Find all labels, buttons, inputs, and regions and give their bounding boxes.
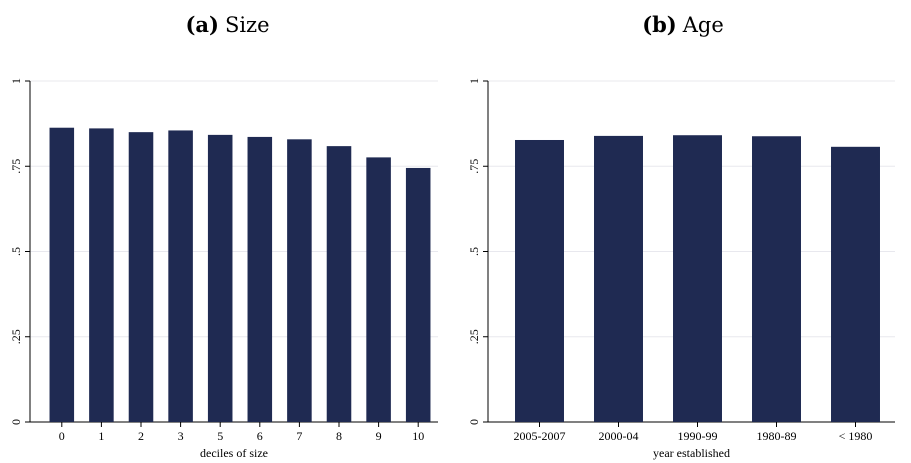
bar	[247, 136, 273, 422]
y-tick-label: 0	[467, 419, 481, 425]
chart-caption: (b) Age	[455, 12, 911, 37]
bar	[405, 167, 431, 422]
x-tick-label: 6	[257, 429, 263, 443]
bar	[366, 157, 391, 422]
bar	[673, 135, 722, 422]
bar	[128, 132, 154, 422]
y-tick-label: 1	[467, 78, 481, 84]
bar	[89, 128, 114, 423]
bar	[594, 135, 643, 422]
panel-size-chart: (a) Size 0.25.5.75 1 0 1 2 3 5 6 7 8 9 10 deciles of …	[0, 0, 455, 463]
y-tick-label: .25	[467, 329, 481, 344]
x-tick-label: 5	[217, 429, 223, 443]
y-tick-label: 0	[9, 419, 23, 425]
x-tick-label: 9	[376, 429, 382, 443]
x-tick-label: < 1980	[839, 429, 873, 443]
x-tick-label: 3	[178, 429, 184, 443]
x-tick-label: 1990-99	[678, 429, 718, 443]
y-tick-label: .5	[9, 247, 23, 256]
x-axis-title: year established	[653, 446, 730, 460]
x-tick-label: 2005-2007	[514, 429, 566, 443]
x-tick-label: 8	[336, 429, 342, 443]
x-tick-label: 2000-04	[599, 429, 639, 443]
y-tick-label: .25	[9, 329, 23, 344]
chart-caption: (a) Size	[0, 12, 455, 37]
y-tick-label: .5	[467, 247, 481, 256]
caption-tag: (a)	[185, 12, 219, 37]
panel-age-chart: (b) Age 0 .25 .5 .75 1 2005-2007 2000-04 1990-99…	[455, 0, 911, 463]
caption-text: Age	[682, 13, 724, 37]
bar	[287, 139, 312, 422]
x-tick-label: 1	[98, 429, 104, 443]
bar	[207, 134, 233, 423]
bar	[515, 139, 564, 423]
bar	[326, 146, 352, 423]
x-tick-label: 0	[59, 429, 65, 443]
y-tick-label: .75	[9, 159, 23, 174]
x-tick-label: 2	[138, 429, 144, 443]
caption-text: Size	[224, 13, 270, 37]
x-tick-label: 1980-89	[757, 429, 797, 443]
bar	[831, 146, 880, 423]
x-axis-title: deciles of size	[200, 446, 268, 460]
y-tick-label: .75	[467, 159, 481, 174]
y-tick-label: 1	[9, 78, 23, 84]
bar	[168, 130, 193, 422]
age-bar-chart: 0 .25 .5 .75 1 2005-2007 2000-04 1990-99 1980-89…	[467, 78, 895, 460]
bar	[49, 127, 75, 422]
bar	[752, 136, 801, 422]
x-tick-label: 10	[412, 429, 424, 443]
caption-tag: (b)	[642, 12, 677, 37]
x-tick-label: 7	[296, 429, 302, 443]
